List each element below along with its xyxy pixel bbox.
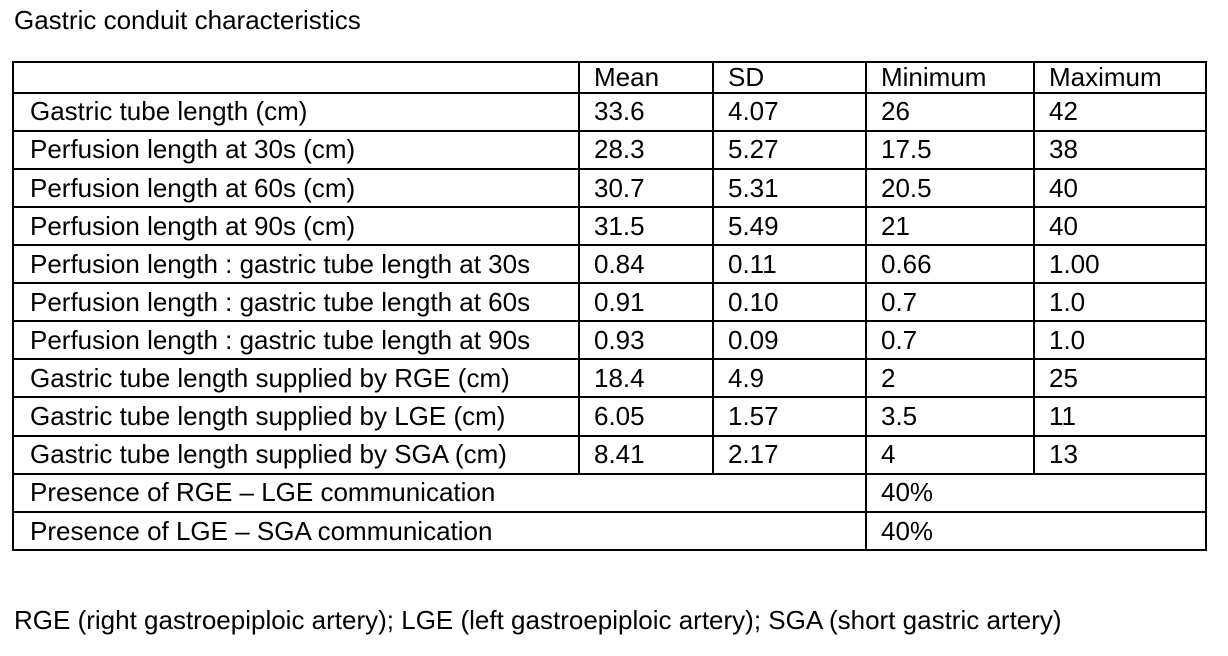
row-label: Perfusion length at 30s (cm) [12, 129, 580, 170]
cell-max: 42 [1033, 91, 1207, 132]
cell-min: 21 [865, 205, 1035, 247]
page-title: Gastric conduit characteristics [14, 5, 361, 35]
table-row: Perfusion length at 60s (cm) 30.7 5.31 2… [12, 167, 1207, 208]
span-row-value: 40% [865, 472, 1207, 513]
column-header-maximum: Maximum [1033, 61, 1207, 94]
cell-min: 2 [865, 358, 1035, 399]
abbreviations-footnote: RGE (right gastroepiploic artery); LGE (… [14, 605, 1062, 635]
cell-min: 26 [865, 91, 1035, 132]
gastric-conduit-table: Mean SD Minimum Maximum Gastric tube len… [12, 61, 1207, 552]
span-row: Presence of RGE – LGE communication 40% [12, 472, 1207, 513]
corner-cell [12, 61, 580, 94]
cell-mean: 33.6 [578, 91, 714, 132]
span-row: Presence of LGE – SGA communication 40% [12, 510, 1207, 552]
row-label: Gastric tube length supplied by LGE (cm) [12, 396, 580, 437]
cell-mean: 8.41 [578, 434, 714, 475]
cell-mean: 6.05 [578, 396, 714, 437]
cell-sd: 4.9 [712, 358, 867, 399]
cell-mean: 31.5 [578, 205, 714, 247]
cell-max: 40 [1033, 205, 1207, 247]
span-row-label: Presence of RGE – LGE communication [12, 472, 867, 513]
cell-min: 3.5 [865, 396, 1035, 437]
cell-sd: 5.27 [712, 129, 867, 170]
table-row: Perfusion length : gastric tube length a… [12, 282, 1207, 323]
cell-max: 11 [1033, 396, 1207, 437]
cell-max: 1.0 [1033, 282, 1207, 323]
cell-max: 38 [1033, 129, 1207, 170]
cell-max: 1.0 [1033, 320, 1207, 361]
row-label: Gastric tube length supplied by RGE (cm) [12, 358, 580, 399]
cell-sd: 0.10 [712, 282, 867, 323]
span-row-value: 40% [865, 510, 1207, 552]
table-row: Perfusion length : gastric tube length a… [12, 244, 1207, 285]
cell-mean: 30.7 [578, 167, 714, 208]
cell-mean: 0.91 [578, 282, 714, 323]
span-row-label: Presence of LGE – SGA communication [12, 510, 867, 552]
row-label: Perfusion length : gastric tube length a… [12, 244, 580, 285]
cell-mean: 28.3 [578, 129, 714, 170]
cell-max: 1.00 [1033, 244, 1207, 285]
cell-min: 4 [865, 434, 1035, 475]
row-label: Perfusion length at 90s (cm) [12, 205, 580, 247]
cell-sd: 1.57 [712, 396, 867, 437]
table-row: Gastric tube length supplied by LGE (cm)… [12, 396, 1207, 437]
cell-max: 40 [1033, 167, 1207, 208]
table-row: Perfusion length at 30s (cm) 28.3 5.27 1… [12, 129, 1207, 170]
table-row: Gastric tube length (cm) 33.6 4.07 26 42 [12, 91, 1207, 132]
cell-mean: 0.93 [578, 320, 714, 361]
cell-max: 13 [1033, 434, 1207, 475]
header-row: Mean SD Minimum Maximum [12, 61, 1207, 94]
row-label: Gastric tube length (cm) [12, 91, 580, 132]
row-label: Perfusion length at 60s (cm) [12, 167, 580, 208]
row-label: Perfusion length : gastric tube length a… [12, 282, 580, 323]
cell-sd: 5.49 [712, 205, 867, 247]
cell-sd: 4.07 [712, 91, 867, 132]
cell-mean: 0.84 [578, 244, 714, 285]
table-row: Perfusion length : gastric tube length a… [12, 320, 1207, 361]
column-header-sd: SD [712, 61, 867, 94]
table-row: Gastric tube length supplied by SGA (cm)… [12, 434, 1207, 475]
cell-max: 25 [1033, 358, 1207, 399]
column-header-mean: Mean [578, 61, 714, 94]
cell-mean: 18.4 [578, 358, 714, 399]
cell-min: 0.66 [865, 244, 1035, 285]
cell-sd: 2.17 [712, 434, 867, 475]
cell-sd: 5.31 [712, 167, 867, 208]
cell-min: 17.5 [865, 129, 1035, 170]
table-row: Gastric tube length supplied by RGE (cm)… [12, 358, 1207, 399]
cell-min: 0.7 [865, 320, 1035, 361]
column-header-minimum: Minimum [865, 61, 1035, 94]
cell-min: 20.5 [865, 167, 1035, 208]
table-row: Perfusion length at 90s (cm) 31.5 5.49 2… [12, 205, 1207, 247]
cell-min: 0.7 [865, 282, 1035, 323]
row-label: Gastric tube length supplied by SGA (cm) [12, 434, 580, 475]
row-label: Perfusion length : gastric tube length a… [12, 320, 580, 361]
cell-sd: 0.11 [712, 244, 867, 285]
cell-sd: 0.09 [712, 320, 867, 361]
